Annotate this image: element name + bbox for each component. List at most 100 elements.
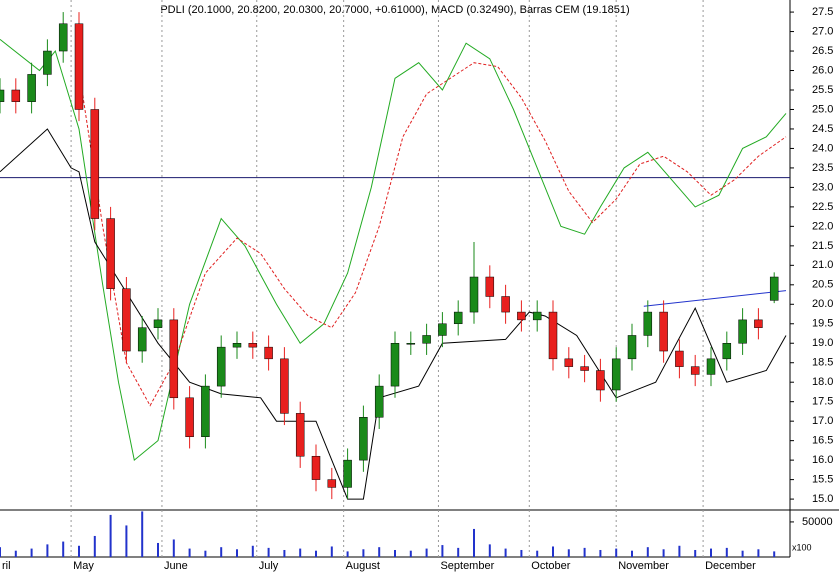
x-tick-label: December	[705, 560, 756, 572]
candle-body	[122, 288, 131, 352]
volume-bar	[346, 551, 349, 557]
volume-bar	[46, 544, 49, 557]
volume-bar	[552, 546, 554, 557]
volume-bar	[678, 545, 681, 557]
y-tick-label: 24.5	[812, 123, 833, 135]
volume-bar	[615, 548, 618, 557]
volume-bar	[567, 549, 570, 557]
volume-bar	[394, 549, 396, 557]
volume-bar	[172, 539, 175, 557]
candle-body	[769, 276, 779, 301]
x-tick-label: July	[259, 560, 279, 572]
volume-bar	[62, 541, 65, 557]
candle-body	[517, 311, 526, 321]
volume-bar	[599, 549, 602, 557]
y-tick-label: 18.5	[812, 357, 833, 369]
volume-bar	[725, 547, 728, 557]
y-tick-label: 16.0	[812, 454, 833, 466]
y-tick-label: 20.5	[812, 279, 833, 291]
candle-body	[675, 350, 684, 367]
volume-unit-label: x100	[792, 542, 812, 552]
volume-bar	[220, 547, 223, 557]
x-tick-label: August	[346, 560, 380, 572]
y-tick-label: 19.5	[812, 318, 833, 330]
volume-bar	[236, 549, 238, 557]
volume-bar	[362, 549, 365, 557]
x-tick-label: June	[164, 560, 188, 572]
candle-body	[11, 89, 21, 102]
volume-bar	[0, 547, 1, 557]
volume-bar	[773, 551, 776, 557]
indicator-line	[0, 39, 787, 462]
volume-bar	[536, 550, 539, 557]
y-tick-label: 27.5	[812, 6, 833, 18]
candle-body	[295, 413, 305, 457]
y-tick-label: 21.0	[812, 259, 833, 271]
volume-bar	[315, 550, 317, 557]
y-tick-label: 23.5	[812, 162, 833, 174]
y-tick-label: 24.0	[812, 142, 833, 154]
candle-body	[659, 311, 668, 352]
candle-body	[406, 342, 416, 345]
volume-bar	[330, 546, 333, 557]
volume-bar	[378, 547, 381, 557]
candle-body	[374, 385, 384, 418]
candle-body	[343, 459, 352, 488]
x-tick-label: November	[618, 560, 669, 572]
volume-bar	[457, 547, 460, 557]
candle-body	[232, 342, 242, 348]
candle-body	[754, 319, 763, 328]
volume-bar	[757, 549, 760, 557]
candle-body	[706, 358, 716, 375]
volume-bar	[78, 545, 80, 557]
volume-bar	[710, 548, 712, 557]
volume-bar	[251, 545, 254, 557]
volume-bar	[141, 511, 144, 557]
volume-bar	[267, 547, 270, 557]
candle-body	[201, 385, 210, 438]
candle-body	[359, 417, 368, 461]
y-tick-label: 16.5	[812, 435, 833, 447]
candle-body	[58, 23, 68, 52]
candle-body	[438, 323, 447, 336]
plot-bg	[0, 0, 790, 557]
candle-body	[422, 335, 431, 344]
candle-body	[469, 276, 479, 313]
candle-body	[485, 276, 495, 297]
candle-body	[532, 311, 542, 321]
candle-body	[327, 479, 337, 488]
candle-body	[311, 455, 321, 480]
y-tick-label: 25.5	[812, 84, 833, 96]
volume-bar	[204, 550, 207, 557]
candle-body	[0, 89, 5, 102]
candle-body	[153, 319, 163, 328]
volume-bar	[188, 548, 191, 557]
y-tick-label: 26.5	[812, 45, 833, 57]
volume-bar	[646, 547, 649, 557]
volume-bar	[125, 525, 128, 557]
x-tick-label: May	[73, 560, 94, 572]
volume-bar	[409, 550, 412, 557]
volume-bar	[583, 547, 586, 557]
candle-body	[185, 397, 194, 438]
candle-body	[738, 319, 747, 344]
y-tick-label: 17.0	[812, 415, 833, 427]
indicator-line	[643, 290, 787, 307]
y-tick-label: 19.0	[812, 337, 833, 349]
candle-body	[106, 218, 115, 289]
y-tick-label: 25.0	[812, 103, 833, 115]
volume-bar	[631, 550, 633, 557]
volume-bar	[299, 548, 302, 557]
volume-bar	[473, 528, 475, 557]
volume-bar	[93, 535, 96, 557]
candle-body	[137, 327, 147, 352]
candle-body	[43, 50, 52, 75]
volume-bar	[504, 548, 507, 557]
candle-body	[690, 366, 700, 375]
y-tick-label: 21.5	[812, 240, 833, 252]
volume-bar	[741, 550, 744, 557]
candle-body	[264, 346, 273, 360]
candle-body	[169, 319, 179, 399]
y-tick-label: 22.0	[812, 220, 833, 232]
